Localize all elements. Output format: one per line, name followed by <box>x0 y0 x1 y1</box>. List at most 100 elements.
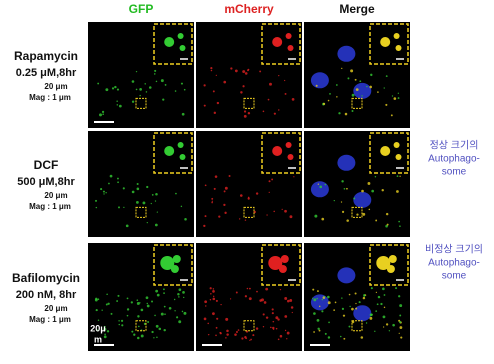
puncta <box>104 333 106 336</box>
puncta <box>259 70 262 73</box>
puncta <box>376 303 379 306</box>
puncta <box>346 187 348 190</box>
puncta <box>147 321 150 324</box>
puncta <box>121 324 124 327</box>
nucleus <box>353 305 372 322</box>
puncta <box>223 190 226 193</box>
puncta <box>399 326 403 329</box>
puncta <box>286 331 290 335</box>
puncta <box>284 92 287 95</box>
puncta <box>348 293 351 296</box>
puncta <box>146 304 150 308</box>
puncta <box>118 323 120 326</box>
puncta <box>225 317 229 321</box>
puncta <box>125 224 129 228</box>
puncta <box>148 86 152 89</box>
puncta <box>235 291 238 294</box>
puncta <box>205 305 207 307</box>
puncta <box>209 299 212 301</box>
puncta <box>377 295 381 299</box>
puncta <box>143 322 147 325</box>
puncta <box>262 326 265 328</box>
puncta <box>355 88 359 92</box>
puncta <box>246 287 249 290</box>
puncta <box>313 298 317 302</box>
puncta <box>212 312 215 316</box>
puncta <box>399 175 401 177</box>
puncta <box>370 73 373 77</box>
puncta <box>142 201 146 205</box>
puncta <box>385 323 389 326</box>
puncta <box>220 303 222 306</box>
inset-blob <box>287 154 294 160</box>
puncta <box>317 183 320 185</box>
puncta <box>239 194 243 197</box>
puncta <box>278 74 280 77</box>
puncta <box>234 69 238 73</box>
annotation: Autophago- <box>428 154 480 165</box>
puncta <box>117 294 120 297</box>
puncta <box>348 325 351 328</box>
puncta <box>374 330 376 332</box>
puncta <box>155 289 159 293</box>
puncta <box>250 338 252 341</box>
puncta <box>315 84 318 87</box>
puncta <box>203 84 206 87</box>
puncta <box>370 313 373 316</box>
puncta <box>392 323 395 327</box>
row-scale: 20 μm <box>44 304 67 313</box>
puncta <box>131 190 135 194</box>
puncta <box>277 318 280 321</box>
puncta <box>97 82 100 85</box>
puncta <box>97 319 100 322</box>
puncta <box>153 73 156 75</box>
puncta <box>319 185 323 189</box>
puncta <box>118 320 120 322</box>
puncta <box>399 314 402 317</box>
puncta <box>230 67 233 70</box>
puncta <box>178 320 182 324</box>
scale-label: 20μ <box>90 323 106 333</box>
puncta <box>313 331 315 333</box>
puncta <box>140 308 144 312</box>
puncta <box>209 287 212 290</box>
puncta <box>265 316 269 319</box>
puncta <box>350 69 354 73</box>
puncta <box>368 208 371 211</box>
puncta <box>110 312 113 315</box>
puncta <box>215 74 217 76</box>
puncta <box>213 111 217 115</box>
puncta <box>224 186 228 190</box>
puncta <box>226 329 229 333</box>
puncta <box>103 327 107 331</box>
puncta <box>215 334 217 337</box>
puncta <box>323 295 326 298</box>
puncta <box>247 197 250 200</box>
puncta <box>145 91 148 93</box>
puncta <box>181 112 185 116</box>
puncta <box>146 221 148 224</box>
puncta <box>212 288 215 290</box>
puncta <box>216 101 220 105</box>
puncta <box>397 92 399 94</box>
puncta <box>103 193 105 195</box>
roi-box <box>135 320 147 332</box>
puncta <box>168 306 172 310</box>
inset-blob <box>380 146 391 156</box>
puncta <box>349 305 351 308</box>
puncta <box>375 310 378 312</box>
puncta <box>210 66 213 70</box>
puncta <box>216 317 219 320</box>
puncta <box>382 326 385 328</box>
puncta <box>151 194 154 196</box>
puncta <box>109 174 113 178</box>
puncta <box>353 197 356 200</box>
puncta <box>386 223 389 226</box>
annotation: some <box>442 271 467 282</box>
puncta <box>226 333 229 336</box>
inset-blob <box>376 256 391 270</box>
puncta <box>203 224 206 228</box>
roi-box <box>135 97 147 109</box>
puncta <box>277 338 280 341</box>
puncta <box>204 184 207 187</box>
